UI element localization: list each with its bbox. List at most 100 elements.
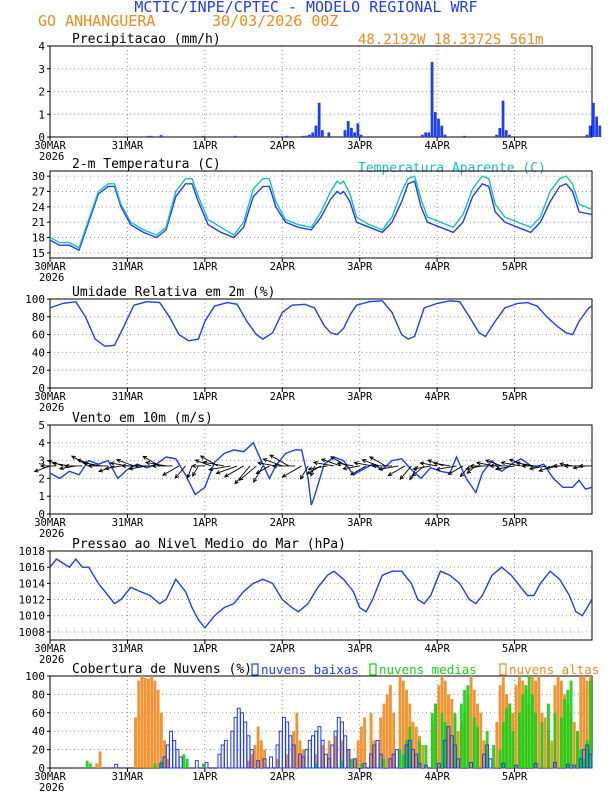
y-tick-label: 1014 xyxy=(19,577,46,590)
wind-arrowhead xyxy=(223,473,229,478)
temp-panel: 15 18 21 24 27 30 30MAR 31MAR 1APR 2APR 3APR 4APR 5A… xyxy=(32,157,593,284)
cloud-bar-nuvens-medias xyxy=(553,712,557,768)
rh-panel: 0 20 40 60 80 100 30MAR 31MAR 1APR 2APR 3APR 4APR 5A… xyxy=(25,285,593,414)
temp-line-temperatura-aparente xyxy=(49,175,593,249)
cloud-bar-nuvens-baixas xyxy=(375,739,380,769)
cloud-bar-nuvens-altas xyxy=(353,758,357,768)
wind-arrow xyxy=(529,465,547,470)
precip-bar xyxy=(427,132,431,137)
wind-arrowhead xyxy=(336,461,342,466)
y-tick-label: 0 xyxy=(38,508,45,521)
cloud-bar-nuvens-altas xyxy=(146,678,150,768)
wind-arrowhead xyxy=(142,455,148,460)
precip-bar xyxy=(308,134,311,137)
cloud-bar-nuvens-medias xyxy=(505,708,508,768)
wind-arrowhead xyxy=(47,459,53,464)
cloud-bar-nuvens-medias xyxy=(501,722,505,768)
location-label: GO ANHANGUERA xyxy=(38,12,155,30)
rh-title: Umidade Relativa em 2m (%) xyxy=(72,285,276,300)
cloud-legend-label: nuvens altas xyxy=(509,662,599,677)
x-year-label: 2026 xyxy=(39,528,64,540)
temp-title: 2-m Temperatura (C) xyxy=(72,157,221,172)
cloud-bar-nuvens-altas xyxy=(582,676,586,768)
wind-arrow xyxy=(256,465,270,474)
cloud-bar-nuvens-altas xyxy=(153,680,157,768)
cloud-bar-nuvens-altas xyxy=(295,712,299,768)
wind-arrowhead xyxy=(426,459,432,464)
pres-panel: 1008 1010 1012 1014 1016 1018 30MAR 31MAR 1APR 2A… xyxy=(19,537,593,666)
cloud-bar-nuvens-baixas xyxy=(423,764,428,769)
wind-arrowhead xyxy=(552,463,558,469)
y-tick-label: 1 xyxy=(38,490,45,503)
y-tick-label: 0 xyxy=(38,131,45,144)
x-tick-label: 4APR xyxy=(424,140,450,152)
wind-arrow xyxy=(192,465,199,477)
wind-arrow xyxy=(216,465,238,474)
precip-bar xyxy=(343,130,347,137)
x-tick-label: 30MAR xyxy=(34,140,66,152)
cloud-bar-nuvens-medias xyxy=(563,699,567,768)
wind-arrow xyxy=(313,461,334,467)
cloud-bar-nuvens-altas xyxy=(514,685,518,768)
precip-bar xyxy=(585,134,589,137)
x-tick-label: 2APR xyxy=(270,140,296,152)
rh-line-umidade-relativa xyxy=(49,300,593,347)
wind-arrowhead xyxy=(234,479,239,485)
precip-bar xyxy=(311,132,315,137)
cloud-bar-nuvens-baixas xyxy=(307,739,312,769)
chart-title: MCTIC/INPE/CPTEC - MODELO REGIONAL WRF xyxy=(134,0,477,16)
y-tick-label: 21 xyxy=(32,216,45,229)
wind-arrow xyxy=(378,465,399,470)
cloud-bar-nuvens-altas xyxy=(411,722,415,768)
x-tick-label: 5APR xyxy=(502,771,528,783)
y-tick-label: 1010 xyxy=(19,610,46,623)
wind-arrow xyxy=(257,462,276,467)
wind-arrowhead xyxy=(253,478,258,483)
wind-arrow xyxy=(234,465,251,485)
x-tick-label: 1APR xyxy=(192,391,218,403)
cloud-bar-nuvens-baixas xyxy=(278,730,283,769)
x-tick-label: 3APR xyxy=(347,391,373,403)
wind-arrowhead xyxy=(70,455,76,460)
cloud-bar-nuvens-altas xyxy=(159,712,163,768)
precip-bar xyxy=(201,135,205,137)
cloud-bar-nuvens-altas xyxy=(437,685,441,768)
cloud-bar-nuvens-altas xyxy=(456,731,460,768)
pres-title: Pressao ao Nivel Medio do Mar (hPa) xyxy=(72,537,346,552)
x-tick-label: 3APR xyxy=(347,517,373,529)
cloud-bar-nuvens-altas xyxy=(363,717,367,768)
cloud-bar-nuvens-altas xyxy=(137,680,141,768)
wind-arrowhead xyxy=(208,467,214,472)
wind-arrowhead xyxy=(186,473,191,479)
cloud-bar-nuvens-medias xyxy=(566,689,570,768)
wind-arrow xyxy=(369,456,386,467)
wind-arrowhead xyxy=(489,463,494,469)
wind-arrowhead xyxy=(192,471,197,477)
x-tick-label: 5APR xyxy=(502,643,528,655)
cloud-bar-nuvens-altas xyxy=(372,740,376,768)
cloud-bar-nuvens-medias xyxy=(424,745,428,768)
wind-arrow xyxy=(82,462,102,467)
precip-bar xyxy=(421,134,424,137)
x-tick-label: 3APR xyxy=(347,261,373,273)
wind-arrowhead xyxy=(387,471,393,476)
x-tick-label: 4APR xyxy=(424,517,450,529)
cloud-bar-nuvens-baixas xyxy=(330,744,335,769)
precip-bar xyxy=(301,135,305,137)
cloud-bar-nuvens-altas xyxy=(150,676,154,768)
wind-arrow xyxy=(110,462,128,467)
rh-frame xyxy=(49,298,593,389)
cloud-bar-nuvens-altas xyxy=(369,712,373,768)
cloud-bar-nuvens-baixas xyxy=(233,716,238,769)
wind-arrowhead xyxy=(256,461,262,466)
wind-arrowhead xyxy=(572,465,578,470)
wind-arrow xyxy=(350,465,367,476)
wind-arrowhead xyxy=(58,466,64,471)
x-year-label: 2026 xyxy=(39,402,64,414)
wind-arrowhead xyxy=(306,470,312,475)
wind-arrow xyxy=(187,465,193,478)
cloud-bar-nuvens-baixas xyxy=(204,761,209,769)
wind-arrow xyxy=(343,465,360,470)
precip-bar xyxy=(279,136,282,137)
wind-arrowhead xyxy=(465,466,471,471)
